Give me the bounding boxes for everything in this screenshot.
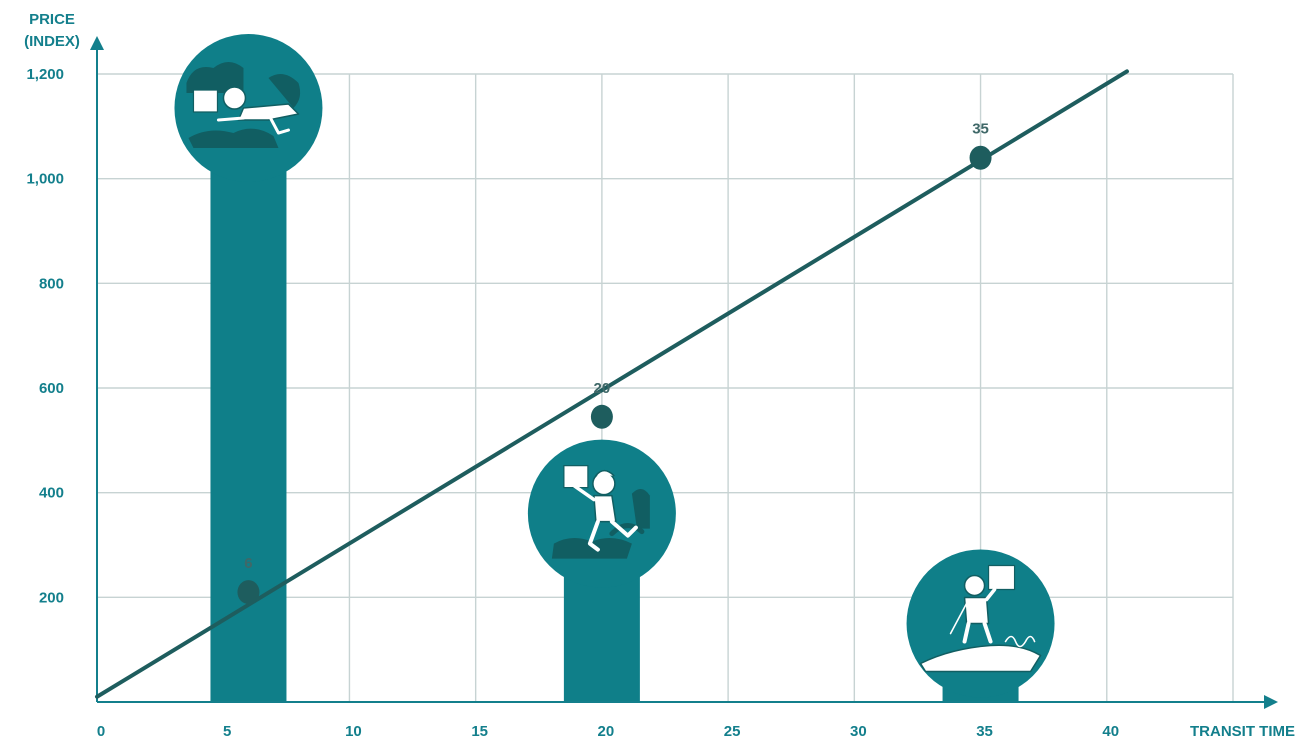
- bars: [174, 34, 1055, 703]
- data-point: [969, 145, 992, 170]
- x-tick-label: 40: [1102, 723, 1119, 740]
- x-tick-label: 30: [850, 723, 867, 740]
- labels: 0 5 10 15 20 25 30 35 40 200 400 600 800 1,000 1,200 6 2…: [26, 66, 1119, 740]
- y-tick-label: 1,000: [26, 171, 64, 188]
- data-point: [237, 580, 260, 605]
- x-tick-label: 5: [223, 723, 231, 740]
- trend-line: [95, 69, 1129, 699]
- x-axis-arrow: [1264, 695, 1278, 709]
- x-tick-label: 20: [598, 723, 615, 740]
- x-tick-label: 15: [471, 723, 488, 740]
- y-axis-title-line-1: PRICE: [29, 11, 75, 28]
- data-point-label: 6: [244, 555, 252, 572]
- bar: [527, 439, 676, 702]
- y-axis-title-line-2: (INDEX): [24, 33, 80, 50]
- y-tick-label: 200: [39, 589, 64, 606]
- data-point-label: 20: [594, 380, 611, 397]
- flying-courier-icon: [186, 62, 301, 149]
- axes: [90, 36, 1278, 709]
- y-tick-label: 800: [39, 275, 64, 292]
- trend-line-group: [95, 69, 1129, 699]
- data-point-label: 35: [972, 121, 989, 138]
- data-point: [590, 404, 613, 429]
- y-tick-label: 400: [39, 485, 64, 502]
- y-tick-label: 600: [39, 380, 64, 397]
- surfing-courier-icon: [919, 564, 1042, 673]
- y-axis-arrow: [90, 36, 104, 50]
- bar-stem: [210, 108, 287, 703]
- x-axis-title: TRANSIT TIME: [1190, 723, 1295, 740]
- x-tick-label: 10: [345, 723, 362, 740]
- running-courier-icon: [551, 464, 650, 559]
- y-tick-label: 1,200: [26, 66, 64, 83]
- x-tick-label: 35: [976, 723, 993, 740]
- x-tick-label: 25: [724, 723, 741, 740]
- x-tick-label: 0: [97, 723, 105, 740]
- bar: [906, 549, 1055, 702]
